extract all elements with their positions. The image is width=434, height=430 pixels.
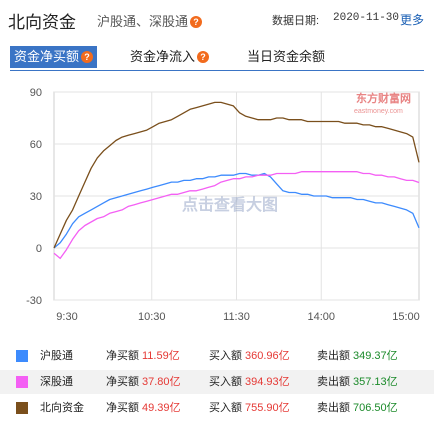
tab-balance[interactable]: 当日资金余额: [247, 46, 325, 68]
help-icon[interactable]: ?: [197, 51, 210, 63]
help-icon[interactable]: ?: [81, 51, 94, 63]
sell-value: 357.13亿: [353, 376, 398, 388]
y-tick-label: 90: [30, 87, 42, 99]
legend-table: 沪股通 净买额 11.59亿 买入额 360.96亿 卖出额 349.37亿 深…: [0, 344, 434, 424]
net-buy-label: 净买额: [106, 376, 139, 388]
sell-value: 349.37亿: [353, 350, 398, 362]
chart-container[interactable]: 90 60 30 0 -30 9:30 10:30 11:30 14:00 15:00 东方财富…: [0, 72, 434, 334]
net-buy-value: 37.80亿: [142, 376, 181, 388]
series-lines: [53, 101, 420, 260]
legend-name: 沪股通: [40, 350, 73, 362]
tab-balance-label: 当日资金余额: [247, 49, 326, 64]
buy-value: 394.93亿: [245, 376, 290, 388]
subtitle-text: 沪股通、深股通: [97, 14, 189, 29]
net-buy-value: 11.59亿: [142, 350, 180, 362]
tab-net-inflow[interactable]: 资金净流入?: [130, 46, 210, 68]
help-icon[interactable]: ?: [190, 16, 203, 28]
buy-value: 360.96亿: [245, 350, 290, 362]
series-line-2: [53, 101, 420, 249]
more-link[interactable]: 更多: [400, 13, 425, 27]
watermark-center-text: 点击查看大图: [182, 195, 278, 214]
line-chart[interactable]: 90 60 30 0 -30 9:30 10:30 11:30 14:00 15:00 东方财富…: [0, 72, 434, 334]
legend-row-sgt: 深股通 净买额 37.80亿 买入额 394.93亿 卖出额 357.13亿: [0, 370, 434, 394]
legend-name: 北向资金: [40, 402, 84, 414]
buy-label: 买入额: [209, 402, 242, 414]
sell-label: 卖出额: [317, 376, 350, 388]
tab-bar: 资金净买额? 资金净流入? 当日资金余额: [0, 46, 434, 70]
x-tick-label: 9:30: [56, 311, 77, 323]
sell-label: 卖出额: [317, 350, 350, 362]
y-tick-label: 60: [30, 139, 42, 151]
x-tick-label: 15:00: [392, 311, 420, 323]
series-line-0: [53, 172, 420, 249]
watermark: 东方财富网 eastmoney.com 点击查看大图: [182, 91, 411, 214]
page-subtitle: 沪股通、深股通?: [97, 11, 203, 30]
legend-name: 深股通: [40, 376, 73, 388]
header: 北向资金 沪股通、深股通? 数据日期: 2020-11-30 更多: [0, 0, 434, 34]
buy-label: 买入额: [209, 350, 242, 362]
tab-net-inflow-label: 资金净流入: [130, 49, 196, 64]
legend-swatch: [16, 376, 28, 388]
series-line-1: [53, 171, 420, 260]
net-buy-label: 净买额: [106, 402, 139, 414]
net-buy-label: 净买额: [106, 350, 139, 362]
legend-swatch: [16, 350, 28, 362]
buy-value: 755.90亿: [245, 402, 290, 414]
tab-net-buy-label: 资金净买额: [14, 49, 80, 64]
date-label: 数据日期:: [272, 15, 320, 27]
tab-net-buy[interactable]: 资金净买额?: [10, 46, 98, 68]
watermark-domain: eastmoney.com: [354, 108, 403, 115]
sell-value: 706.50亿: [353, 402, 398, 414]
watermark-brand: 东方财富网: [356, 91, 411, 105]
y-tick-label: -30: [26, 295, 42, 307]
buy-label: 买入额: [209, 376, 242, 388]
y-tick-label: 0: [36, 243, 42, 255]
y-tick-label: 30: [30, 191, 42, 203]
chart-grid: [53, 91, 420, 301]
net-buy-value: 49.39亿: [142, 402, 181, 414]
x-axis-ticks: 9:30 10:30 11:30 14:00 15:00: [56, 311, 419, 323]
sell-label: 卖出额: [317, 402, 350, 414]
tab-underline: [10, 70, 424, 71]
legend-row-hgt: 沪股通 净买额 11.59亿 买入额 360.96亿 卖出额 349.37亿: [0, 344, 434, 368]
page-title: 北向资金: [8, 13, 76, 32]
legend-row-northbound: 北向资金 净买额 49.39亿 买入额 755.90亿 卖出额 706.50亿: [0, 396, 434, 420]
date-value: 2020-11-30: [333, 12, 400, 24]
y-axis-ticks: 90 60 30 0 -30: [26, 87, 42, 307]
x-tick-label: 11:30: [223, 311, 250, 323]
legend-swatch: [16, 402, 28, 414]
x-tick-label: 10:30: [138, 311, 166, 323]
x-tick-label: 14:00: [307, 311, 335, 323]
